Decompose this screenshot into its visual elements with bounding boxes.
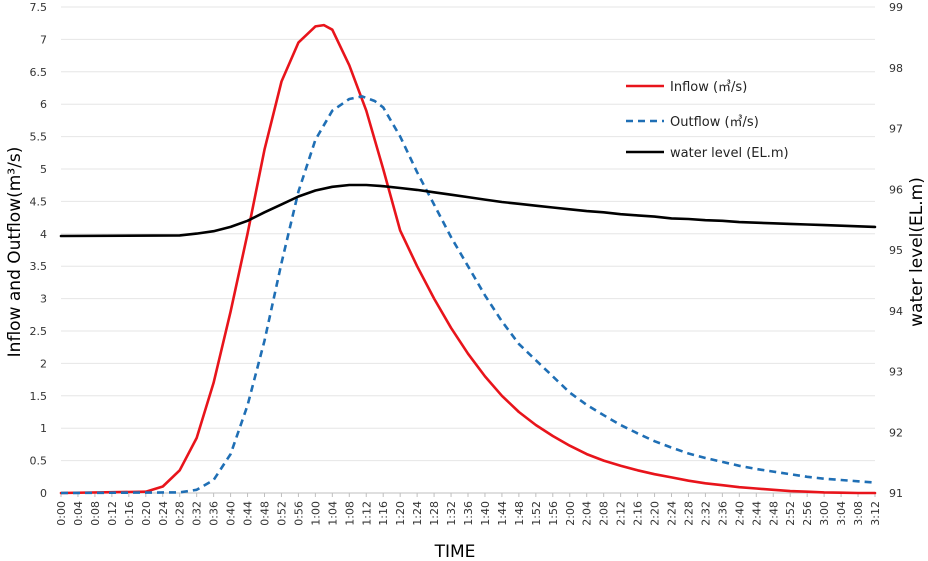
y-tick-label: 4.5 <box>30 195 48 208</box>
x-tick-label: 2:32 <box>699 501 712 526</box>
x-tick-label: 0:24 <box>157 501 170 526</box>
x-tick-label: 0:28 <box>174 501 187 526</box>
x-tick-label: 2:24 <box>666 501 679 526</box>
x-tick-label: 0:36 <box>208 501 221 526</box>
x-tick-label: 0:20 <box>140 501 153 526</box>
x-tick-label: 1:20 <box>394 501 407 526</box>
x-axis-title: TIME <box>434 542 476 561</box>
y-tick-label: 2 <box>40 357 47 370</box>
x-tick-label: 2:00 <box>564 501 577 526</box>
y-tick-label: 5.5 <box>30 131 48 144</box>
y2-tick-label: 99 <box>889 1 903 14</box>
y-tick-label: 7 <box>40 33 47 46</box>
y2-tick-label: 92 <box>889 426 903 439</box>
y-tick-label: 2.5 <box>30 325 48 338</box>
y-tick-label: 6 <box>40 98 47 111</box>
x-tick-label: 2:04 <box>581 501 594 526</box>
y2-tick-label: 98 <box>889 62 903 75</box>
x-tick-label: 3:04 <box>835 501 848 526</box>
x-tick-label: 1:36 <box>462 501 475 526</box>
legend-label: Inflow (㎥/s) <box>670 80 747 95</box>
x-tick-label: 3:08 <box>852 501 865 526</box>
x-tick-label: 2:40 <box>733 501 746 526</box>
legend-label: Outflow (㎥/s) <box>670 115 759 130</box>
y2-axis-ticks: 91 92 93 94 95 96 97 98 99 <box>889 1 903 500</box>
y-tick-label: 0.5 <box>30 455 48 468</box>
y2-tick-label: 94 <box>889 305 903 318</box>
x-tick-label: 1:12 <box>360 501 373 526</box>
x-tick-label: 2:44 <box>750 501 763 526</box>
y-tick-label: 1 <box>40 422 47 435</box>
y-tick-label: 5 <box>40 163 47 176</box>
x-axis-ticks: 0:00 0:04 0:08 0:12 0:16 0:20 0:24 0:28 0:32 0:36… <box>55 493 882 526</box>
series-line-outflow-s <box>60 95 876 495</box>
y2-tick-label: 91 <box>889 487 903 500</box>
series-line-inflow-s <box>59 23 877 495</box>
x-tick-label: 1:24 <box>411 501 424 526</box>
x-tick-label: 0:44 <box>242 501 255 526</box>
legend-label: water level (EL.m) <box>670 146 789 161</box>
y-axis-title: Inflow and Outflow(m³/s) <box>5 147 25 358</box>
x-tick-label: 2:08 <box>598 501 611 526</box>
x-tick-label: 0:52 <box>275 501 288 526</box>
x-tick-label: 1:32 <box>445 501 458 526</box>
legend: Inflow (㎥/s) Outflow (㎥/s) water level (EL… <box>626 80 789 161</box>
y-tick-label: 1.5 <box>30 390 48 403</box>
x-tick-label: 0:16 <box>123 501 136 526</box>
x-tick-label: 1:48 <box>513 501 526 526</box>
x-tick-label: 0:48 <box>259 501 272 526</box>
x-tick-label: 0:08 <box>89 501 102 526</box>
series-line-water-level-el-m <box>59 183 877 238</box>
x-tick-label: 3:12 <box>869 501 882 526</box>
x-tick-label: 2:16 <box>632 501 645 526</box>
x-tick-label: 1:44 <box>496 501 509 526</box>
y-axis-ticks: 0 0.5 1 1.5 2 2.5 3 3.5 4 4.5 5 5.5 6 6.5 7 7.5 <box>30 1 48 500</box>
y-tick-label: 3 <box>40 293 47 306</box>
x-tick-label: 1:00 <box>309 501 322 526</box>
x-tick-label: 1:08 <box>343 501 356 526</box>
x-tick-label: 0:00 <box>55 501 68 526</box>
y-tick-label: 4 <box>40 228 47 241</box>
y2-tick-label: 97 <box>889 123 903 136</box>
x-tick-label: 1:56 <box>547 501 560 526</box>
x-tick-label: 2:28 <box>682 501 695 526</box>
x-tick-label: 0:12 <box>106 501 119 526</box>
y2-axis-title: water level(EL.m) <box>907 177 927 327</box>
x-tick-label: 2:48 <box>767 501 780 526</box>
y-tick-label: 7.5 <box>30 1 48 14</box>
y2-tick-label: 93 <box>889 366 903 379</box>
x-tick-label: 3:00 <box>818 501 831 526</box>
x-tick-label: 0:04 <box>72 501 85 526</box>
y-tick-label: 6.5 <box>30 66 48 79</box>
x-tick-label: 0:32 <box>191 501 204 526</box>
x-tick-label: 1:52 <box>530 501 543 526</box>
y-tick-label: 0 <box>40 487 47 500</box>
x-tick-label: 1:28 <box>428 501 441 526</box>
gridlines <box>61 6 875 494</box>
x-tick-label: 1:40 <box>479 501 492 526</box>
x-tick-label: 2:20 <box>649 501 662 526</box>
x-tick-label: 1:04 <box>326 501 339 526</box>
y-tick-label: 3.5 <box>30 260 48 273</box>
x-tick-label: 2:12 <box>615 501 628 526</box>
y2-tick-label: 96 <box>889 183 903 196</box>
x-tick-label: 2:36 <box>716 501 729 526</box>
series-lines <box>59 23 877 495</box>
x-tick-label: 0:40 <box>225 501 238 526</box>
x-tick-label: 2:52 <box>784 501 797 526</box>
x-tick-label: 1:16 <box>377 501 390 526</box>
x-tick-label: 0:56 <box>292 501 305 526</box>
x-tick-label: 2:56 <box>801 501 814 526</box>
y2-tick-label: 95 <box>889 244 903 257</box>
